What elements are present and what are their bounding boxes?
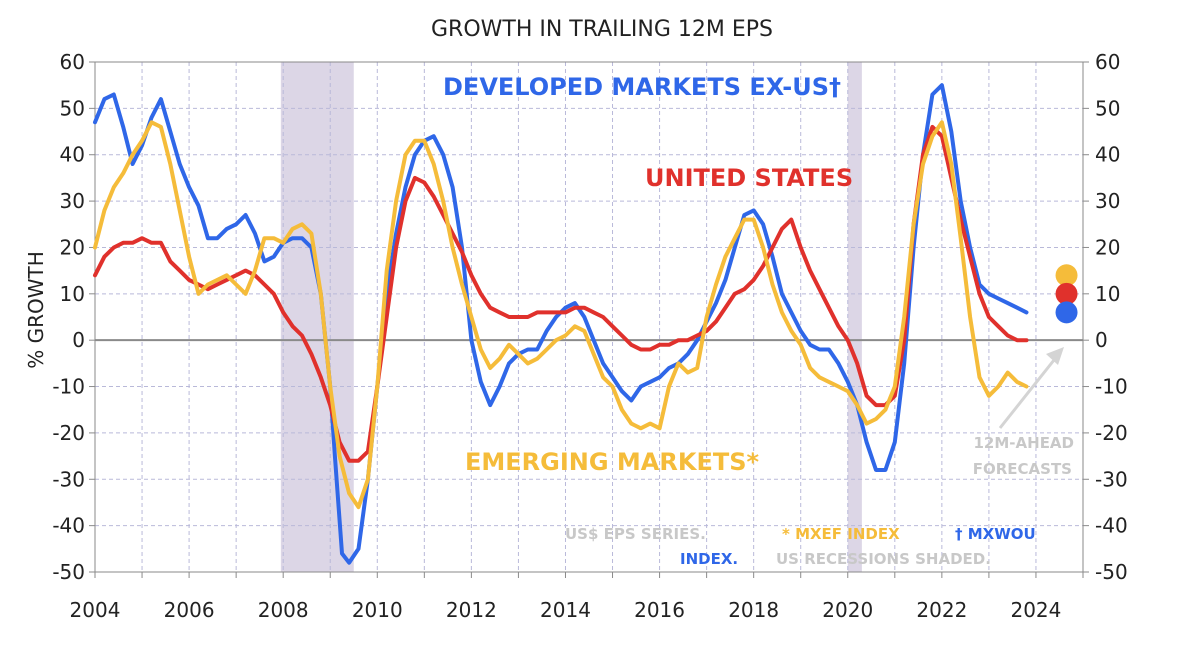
forecast-dot-0 — [1055, 264, 1078, 287]
y-tick-label-right: 30 — [1095, 189, 1120, 213]
note-index: INDEX. — [680, 550, 738, 568]
x-tick-label: 2014 — [540, 598, 591, 622]
y-tick-label-right: -10 — [1095, 375, 1128, 399]
y-tick-label-left: 30 — [60, 189, 85, 213]
y-tick-label-right: 20 — [1095, 235, 1120, 259]
y-tick-label-left: -40 — [52, 514, 85, 538]
x-tick-label: 2020 — [822, 598, 873, 622]
y-tick-label-right: -20 — [1095, 421, 1128, 445]
plot-frame — [94, 61, 1084, 573]
forecast-label-line2: FORECASTS — [973, 460, 1072, 478]
series-line-2 — [93, 120, 1029, 510]
forecast-label-line1: 12M-AHEAD — [974, 434, 1075, 452]
series-line-1 — [93, 124, 1029, 463]
united-states-label: UNITED STATES — [645, 164, 853, 192]
note-mxef: * MXEF INDEX — [782, 525, 900, 543]
forecast-dot-2 — [1055, 301, 1078, 324]
gridlines — [94, 61, 1084, 573]
recession-band-0 — [280, 62, 354, 572]
y-tick-label-left: 0 — [72, 328, 85, 352]
y-tick-label-right: -40 — [1095, 514, 1128, 538]
y-tick-label-right: 10 — [1095, 282, 1120, 306]
emerging-markets-label: EMERGING MARKETS* — [465, 448, 760, 476]
recession-bands — [280, 62, 862, 572]
y-axis-label: % GROWTH — [24, 251, 48, 369]
x-tick-label: 2022 — [916, 598, 967, 622]
y-tick-label-right: -50 — [1095, 560, 1128, 584]
x-tick-label: 2006 — [164, 598, 215, 622]
axes — [89, 61, 1089, 578]
y-tick-label-left: 50 — [60, 96, 85, 120]
series-lines — [93, 83, 1029, 565]
y-tick-label-right: -30 — [1095, 467, 1128, 491]
recession-band-1 — [847, 62, 862, 572]
y-tick-label-left: -50 — [52, 560, 85, 584]
x-tick-label: 2012 — [446, 598, 497, 622]
x-tick-label: 2018 — [728, 598, 779, 622]
y-tick-label-right: 50 — [1095, 96, 1120, 120]
y-tick-label-left: 20 — [60, 235, 85, 259]
x-tick-label: 2024 — [1010, 598, 1061, 622]
forecast-dot-1 — [1055, 282, 1078, 305]
note-recessions: US RECESSIONS SHADED. — [776, 550, 991, 568]
forecast-dots — [1055, 264, 1078, 324]
y-tick-label-left: -30 — [52, 467, 85, 491]
series-line-0 — [93, 83, 1029, 565]
x-tick-label: 2008 — [258, 598, 309, 622]
y-tick-label-left: 60 — [60, 50, 85, 74]
y-tick-label-right: 40 — [1095, 143, 1120, 167]
developed-markets-label: DEVELOPED MARKETS EX-US† — [443, 73, 841, 101]
y-tick-label-right: 0 — [1095, 328, 1108, 352]
forecast-arrow — [998, 347, 1064, 429]
y-tick-label-left: -10 — [52, 375, 85, 399]
y-tick-label-left: -20 — [52, 421, 85, 445]
y-tick-label-left: 10 — [60, 282, 85, 306]
x-tick-label: 2010 — [352, 598, 403, 622]
note-mxwou: † MXWOU — [955, 525, 1036, 543]
y-tick-label-right: 60 — [1095, 50, 1120, 74]
note-series: US$ EPS SERIES. — [565, 525, 706, 543]
y-tick-label-left: 40 — [60, 143, 85, 167]
chart-title: GROWTH IN TRAILING 12M EPS — [431, 17, 773, 42]
x-tick-label: 2016 — [634, 598, 685, 622]
x-tick-label: 2004 — [70, 598, 121, 622]
